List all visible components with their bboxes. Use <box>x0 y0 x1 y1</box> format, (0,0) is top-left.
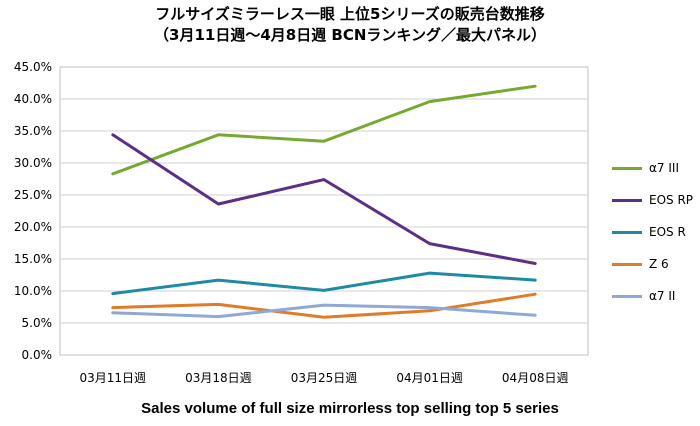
plot-area <box>59 66 589 356</box>
y-tick-label: 30.0% <box>14 156 52 170</box>
y-tick-label: 45.0% <box>14 60 52 74</box>
legend-item: EOS R <box>612 216 700 248</box>
x-tick-label: 03月18日週 <box>185 371 252 385</box>
y-tick-label: 15.0% <box>14 252 52 266</box>
series-line-4 <box>111 303 537 319</box>
series-line-1 <box>111 133 537 265</box>
y-tick-label: 0.0% <box>22 348 53 362</box>
legend-swatch <box>612 166 642 170</box>
legend-swatch <box>612 262 642 266</box>
chart-subtitle: （3月11日週～4月8日週 BCNランキング／最大パネル） <box>154 26 546 44</box>
legend-swatch <box>612 198 642 202</box>
chart-title: フルサイズミラーレス一眼 上位5シリーズの販売台数推移 <box>155 5 545 23</box>
y-tick-label: 40.0% <box>14 92 52 106</box>
y-tick-label: 35.0% <box>14 124 52 138</box>
legend-item: EOS RP <box>612 184 700 216</box>
y-tick-label: 25.0% <box>14 188 52 202</box>
series-line-3 <box>111 292 537 319</box>
x-tick-label: 03月25日週 <box>291 371 358 385</box>
legend-item: α7 III <box>612 152 700 184</box>
x-tick-label: 04月01日週 <box>396 371 463 385</box>
legend-swatch <box>612 230 642 234</box>
y-tick-label: 20.0% <box>14 220 52 234</box>
legend-label: EOS R <box>649 225 686 239</box>
legend-label: EOS RP <box>649 193 694 207</box>
chart-caption: Sales volume of full size mirrorless top… <box>141 400 559 417</box>
legend-label: α7 III <box>649 161 679 175</box>
legend-item: Z 6 <box>612 248 700 280</box>
legend-label: Z 6 <box>649 257 669 271</box>
series-line-2 <box>111 271 537 296</box>
legend-swatch <box>612 294 642 298</box>
y-tick-label: 5.0% <box>22 316 53 330</box>
chart-legend: α7 III EOS RP EOS R Z 6 α7 II <box>612 152 700 312</box>
y-tick-label: 10.0% <box>14 284 52 298</box>
legend-item: α7 II <box>612 280 700 312</box>
x-tick-label: 03月11日週 <box>80 371 147 385</box>
x-tick-label: 04月08日週 <box>502 371 569 385</box>
legend-label: α7 II <box>649 289 676 303</box>
series-line-0 <box>111 84 537 176</box>
